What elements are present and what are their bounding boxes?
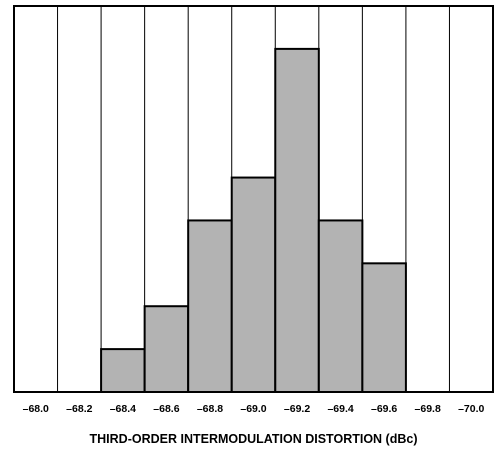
x-tick-label: –68.4 [110,403,136,415]
x-tick-label: –69.6 [371,403,397,415]
histogram-bar [143,305,190,394]
x-tick-labels: –68.0 –68.2 –68.4 –68.6 –68.8 –69.0 –69.2 –69.4… [23,403,485,415]
x-tick-label: –69.2 [284,403,310,415]
histogram-bar [230,176,277,393]
plot-frame [13,5,494,393]
x-tick-label: –69.8 [415,403,441,415]
x-axis-title: THIRD-ORDER INTERMODULATION DISTORTION (… [90,432,418,446]
histogram-bar [361,262,407,394]
x-tick-label: –68.2 [66,403,92,415]
x-tick-label: –68.8 [197,403,223,415]
x-tick-label: –68.0 [23,403,49,415]
histogram-bar [100,348,146,394]
histogram-bar [317,219,364,393]
x-tick-label: –68.6 [153,403,179,415]
x-tick-label: –69.4 [327,403,353,415]
bar-layer [100,47,407,394]
histogram-bar [274,47,320,394]
histogram-bar [187,219,233,393]
x-tick-label: –69.0 [240,403,266,415]
x-tick-label: –70.0 [458,403,484,415]
